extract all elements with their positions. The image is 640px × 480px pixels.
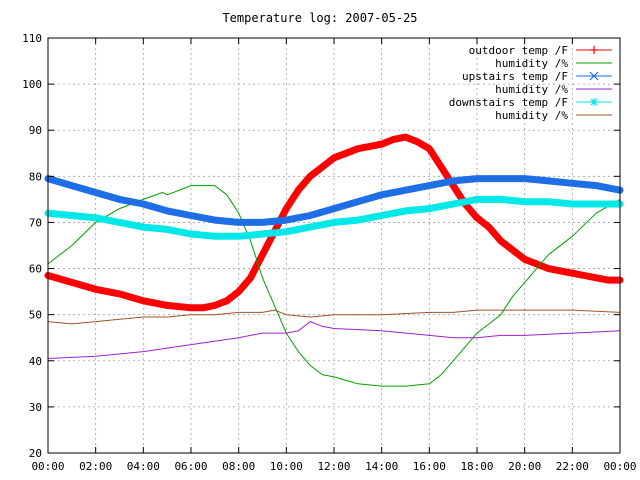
x-tick-label: 06:00 xyxy=(174,460,207,473)
series-line-3 xyxy=(47,321,621,359)
x-tick-label: 12:00 xyxy=(317,460,350,473)
y-tick-label: 20 xyxy=(29,447,42,460)
series-line-5 xyxy=(47,309,621,325)
x-tick-label: 10:00 xyxy=(270,460,303,473)
series-line-1 xyxy=(47,185,621,387)
legend-label: humidity /% xyxy=(495,57,568,70)
series-lines xyxy=(44,133,624,387)
legend-label: humidity /% xyxy=(495,109,568,122)
y-tick-label: 60 xyxy=(29,263,42,276)
series-line-0 xyxy=(44,133,624,312)
y-tick-label: 80 xyxy=(29,170,42,183)
legend-marker xyxy=(590,46,598,54)
y-tick-label: 110 xyxy=(22,32,42,45)
axis-ticks: 20 30 40 50 60 70 80 90 100 110 00:00 02:00 04:00 06:… xyxy=(22,32,636,473)
x-tick-label: 04:00 xyxy=(127,460,160,473)
x-tick-label: 14:00 xyxy=(365,460,398,473)
y-tick-label: 40 xyxy=(29,355,42,368)
x-tick-label: 22:00 xyxy=(556,460,589,473)
x-tick-label: 00:00 xyxy=(603,460,636,473)
y-tick-label: 50 xyxy=(29,309,42,322)
legend-marker xyxy=(589,71,599,81)
x-tick-label: 02:00 xyxy=(79,460,112,473)
y-tick-label: 30 xyxy=(29,401,42,414)
legend-label: outdoor temp /F xyxy=(469,44,568,57)
y-tick-label: 100 xyxy=(22,78,42,91)
legend-label: upstairs temp /F xyxy=(462,70,568,83)
x-tick-label: 08:00 xyxy=(222,460,255,473)
x-tick-label: 20:00 xyxy=(508,460,541,473)
legend-label: downstairs temp /F xyxy=(449,96,568,109)
y-tick-label: 70 xyxy=(29,216,42,229)
legend-marker xyxy=(590,98,598,106)
x-tick-label: 16:00 xyxy=(413,460,446,473)
legend-label: humidity /% xyxy=(495,83,568,96)
series-line-2 xyxy=(44,175,624,226)
x-tick-label: 00:00 xyxy=(31,460,64,473)
series-line-4 xyxy=(44,195,624,240)
y-tick-label: 90 xyxy=(29,124,42,137)
x-tick-label: 18:00 xyxy=(460,460,493,473)
chart-title: Temperature log: 2007-05-25 xyxy=(222,11,417,25)
